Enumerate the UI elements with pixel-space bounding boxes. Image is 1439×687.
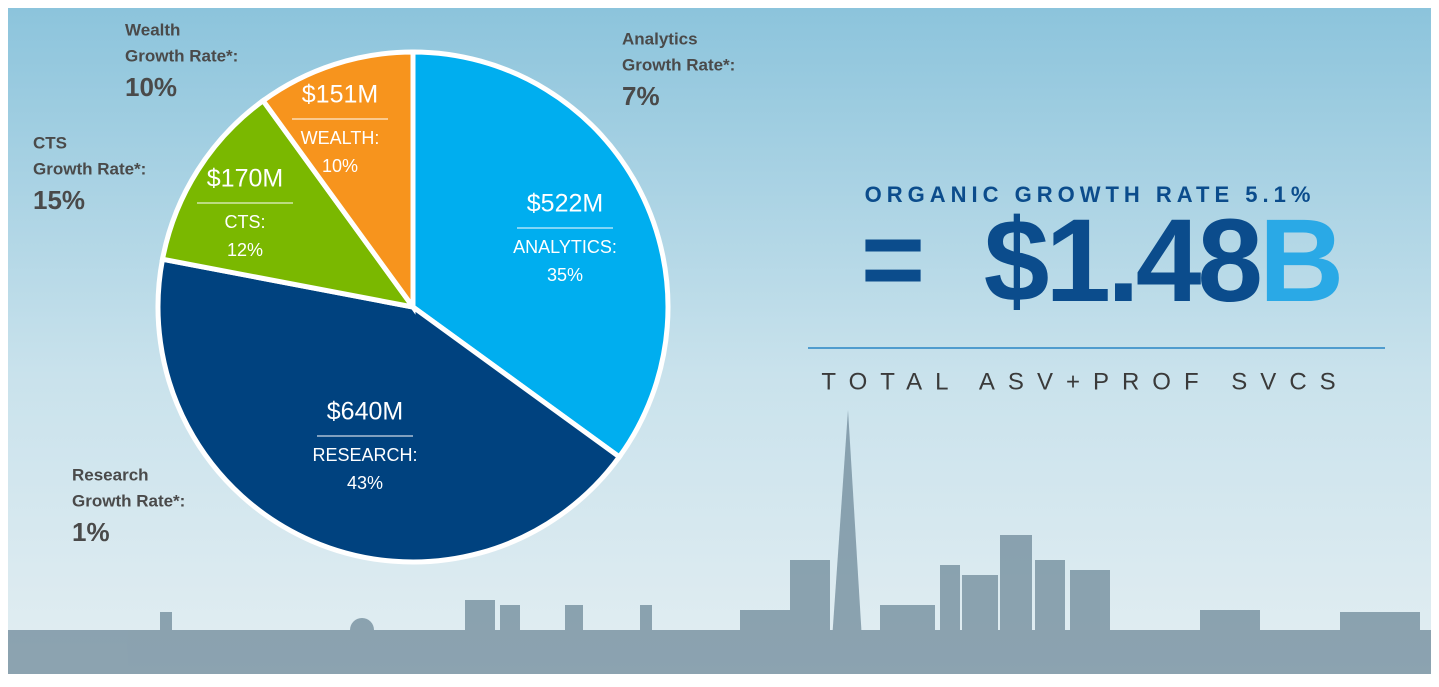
slice-category: RESEARCH: — [312, 445, 417, 465]
growth-label: Growth Rate*: — [622, 55, 735, 74]
headline-unit: B — [1259, 195, 1340, 327]
headline-total: $1.48B — [984, 195, 1341, 327]
slice-amount: $151M — [302, 81, 378, 109]
headline-caption: TOTAL ASV+PROF SVCS — [821, 368, 1348, 395]
growth-label: Growth Rate*: — [33, 159, 146, 178]
slice-category: ANALYTICS: — [513, 237, 617, 257]
infographic: $522M ANALYTICS: 35% $640M RESEARCH: 43% $170M… — [0, 0, 1439, 682]
growth-label: Growth Rate*: — [125, 46, 238, 65]
growth-segment: Wealth — [125, 20, 180, 39]
growth-segment: Analytics — [622, 29, 698, 48]
headline-amount: $1.48 — [984, 195, 1260, 327]
slice-category: CTS: — [224, 212, 265, 232]
slice-amount: $170M — [207, 165, 283, 193]
growth-segment: Research — [72, 465, 149, 484]
growth-segment: CTS — [33, 133, 67, 152]
growth-rate: 1% — [72, 517, 110, 547]
growth-label: Growth Rate*: — [72, 491, 185, 510]
slice-percent: 43% — [347, 473, 383, 493]
growth-rate: 7% — [622, 81, 660, 111]
growth-rate: 15% — [33, 185, 85, 215]
slice-amount: $522M — [527, 190, 603, 218]
growth-rate: 10% — [125, 72, 177, 102]
slice-amount: $640M — [327, 398, 403, 426]
slice-percent: 10% — [322, 156, 358, 176]
slice-category: WEALTH: — [301, 128, 380, 148]
headline-equals: = — [861, 198, 925, 321]
slice-percent: 35% — [547, 265, 583, 285]
pie-chart — [158, 52, 668, 562]
slice-percent: 12% — [227, 240, 263, 260]
